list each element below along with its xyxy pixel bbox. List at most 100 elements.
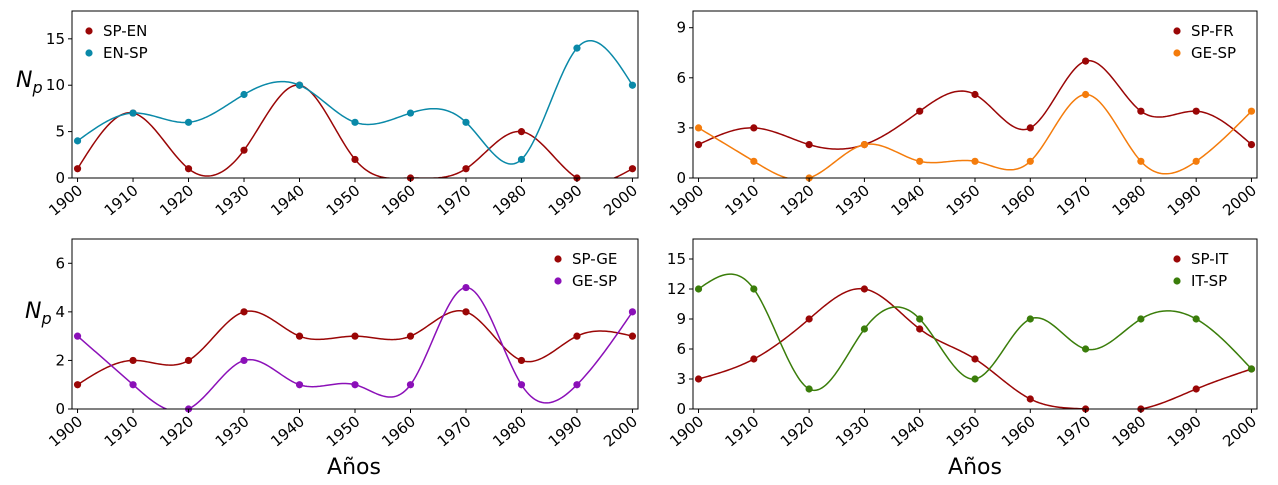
- data-point-en-sp: [628, 81, 637, 89]
- data-point-sp-it: [805, 315, 813, 323]
- x-tick-label: 1940: [267, 181, 308, 219]
- legend-label-sp-fr: SP-FR: [1191, 22, 1234, 40]
- data-point-sp-en: [517, 128, 526, 136]
- y-tick-label: 15: [46, 30, 65, 48]
- data-point-ge-sp: [129, 381, 137, 389]
- x-tick-label: 1930: [212, 412, 253, 450]
- x-tick-label: 1960: [378, 181, 419, 219]
- data-point-sp-fr: [750, 124, 758, 132]
- data-point-en-sp: [184, 118, 193, 126]
- data-point-it-sp: [694, 285, 703, 293]
- x-tick-label: 1980: [489, 181, 530, 219]
- x-tick-label: 1950: [943, 181, 984, 219]
- data-point-it-sp: [971, 375, 979, 383]
- data-point-sp-it: [916, 325, 924, 333]
- data-point-ge-sp: [240, 356, 248, 365]
- y-tick-label: 0: [676, 169, 686, 187]
- data-point-ge-sp: [351, 381, 359, 389]
- data-point-sp-en: [73, 165, 82, 173]
- y-tick-label: 6: [55, 254, 65, 272]
- series-line-en-sp: [77, 39, 634, 165]
- data-point-sp-ge: [73, 381, 82, 389]
- data-point-en-sp: [129, 109, 137, 117]
- series-line-sp-fr: [698, 59, 1252, 150]
- x-tick-label: 1970: [434, 181, 475, 219]
- y-tick-label: 6: [676, 340, 686, 358]
- x-tick-label: 1940: [887, 181, 928, 219]
- x-tick-label: 1930: [832, 412, 873, 450]
- data-point-sp-ge: [628, 332, 637, 340]
- series-line-sp-ge: [77, 310, 633, 386]
- series-line-it-sp: [698, 273, 1253, 392]
- data-point-en-sp: [573, 44, 581, 52]
- data-point-sp-ge: [462, 308, 470, 316]
- xlabel-bottom-left: Años: [327, 455, 381, 480]
- data-point-it-sp: [750, 285, 758, 293]
- legend-label-it-sp: IT-SP: [1191, 272, 1227, 290]
- x-tick-label: 1990: [545, 181, 586, 219]
- x-tick-label: 1910: [722, 412, 763, 450]
- x-tick-label: 1980: [1109, 181, 1150, 219]
- x-tick-label: 1920: [777, 412, 818, 450]
- data-point-sp-fr: [1247, 141, 1256, 149]
- legend-label-ge-sp: GE-SP: [1191, 44, 1236, 62]
- data-point-sp-it: [1192, 385, 1200, 393]
- series-line-sp-en: [76, 84, 633, 178]
- data-point-ge-sp: [694, 124, 703, 132]
- x-tick-label: 2000: [600, 181, 641, 219]
- legend-label-sp-en: SP-EN: [103, 22, 147, 40]
- x-tick-label: 1940: [267, 412, 308, 450]
- data-point-en-sp: [351, 118, 359, 126]
- data-point-en-sp: [406, 109, 415, 117]
- data-point-it-sp: [1081, 345, 1090, 353]
- data-point-sp-it: [971, 355, 979, 363]
- data-point-ge-sp: [295, 381, 304, 389]
- legend-marker-ge-sp: [554, 277, 562, 285]
- legend-marker-en-sp: [85, 49, 93, 57]
- data-point-sp-ge: [351, 332, 359, 340]
- x-tick-label: 1900: [666, 181, 707, 219]
- x-tick-label: 1900: [45, 181, 86, 219]
- data-point-sp-fr: [1192, 107, 1200, 115]
- data-point-ge-sp: [573, 381, 581, 389]
- data-point-it-sp: [805, 385, 813, 393]
- x-tick-label: 1950: [323, 181, 364, 219]
- y-tick-label: 10: [46, 76, 65, 94]
- y-tick-label: 9: [676, 310, 686, 328]
- legend-marker-sp-ge: [554, 255, 562, 263]
- data-point-ge-sp: [860, 141, 869, 149]
- data-point-it-sp: [1137, 315, 1145, 323]
- y-tick-label: 5: [55, 123, 65, 141]
- data-point-ge-sp: [1192, 157, 1200, 165]
- data-point-it-sp: [916, 315, 924, 323]
- data-point-sp-ge: [295, 332, 304, 340]
- legend-label-sp-ge: SP-GE: [572, 250, 617, 268]
- y-tick-label: 0: [55, 169, 65, 187]
- legend-label-sp-it: SP-IT: [1191, 250, 1229, 268]
- data-point-sp-it: [860, 285, 869, 293]
- x-tick-label: 1990: [1164, 181, 1205, 219]
- data-point-ge-sp: [517, 381, 526, 389]
- data-point-sp-ge: [184, 356, 193, 365]
- x-tick-label: 1910: [101, 412, 142, 450]
- data-point-sp-en: [628, 165, 637, 173]
- x-tick-label: 1960: [378, 412, 419, 450]
- x-tick-label: 1940: [887, 412, 928, 450]
- data-point-sp-ge: [129, 356, 137, 365]
- data-point-ge-sp: [628, 308, 637, 316]
- y-tick-label: 3: [676, 370, 686, 388]
- data-point-sp-fr: [1081, 57, 1090, 65]
- data-point-sp-ge: [406, 332, 415, 340]
- x-tick-label: 1970: [434, 412, 475, 450]
- data-point-ge-sp: [750, 157, 758, 165]
- x-tick-label: 1950: [943, 412, 984, 450]
- data-point-ge-sp: [73, 332, 82, 340]
- data-point-sp-fr: [1026, 124, 1034, 132]
- x-tick-label: 1990: [545, 412, 586, 450]
- data-point-ge-sp: [1081, 90, 1090, 99]
- x-tick-label: 2000: [1219, 181, 1260, 219]
- data-point-it-sp: [1192, 315, 1200, 323]
- y-tick-label: 6: [676, 69, 686, 87]
- data-point-sp-en: [462, 165, 470, 173]
